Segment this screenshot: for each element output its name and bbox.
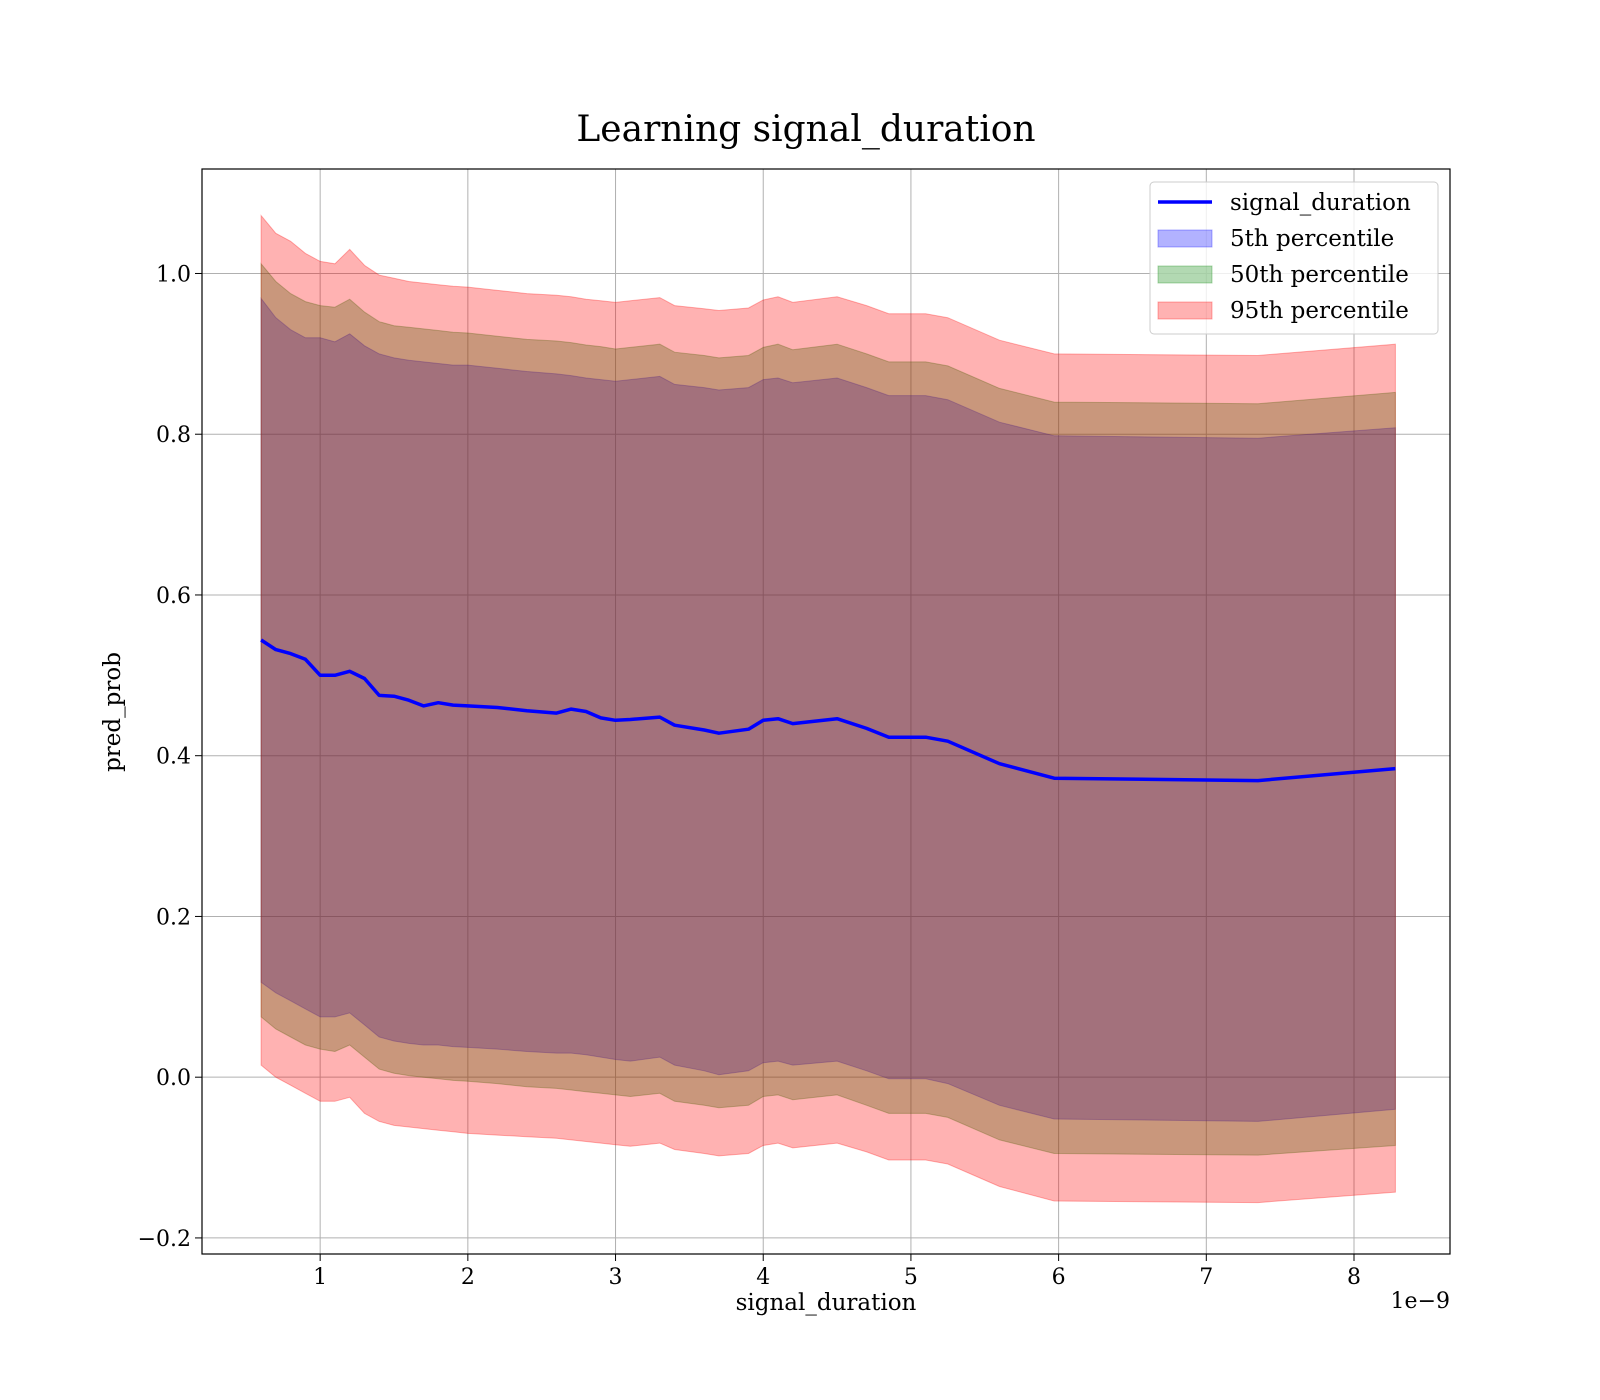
- plot-area: [202, 169, 1450, 1254]
- y-tick-label: 0.6: [156, 584, 191, 609]
- percentile-bands: [260, 214, 1396, 1204]
- legend-swatch-band: [1157, 229, 1213, 248]
- legend-label: signal_duration: [1230, 190, 1411, 216]
- y-tick-label: 0.2: [156, 905, 191, 930]
- x-tick-label: 7: [1199, 1265, 1213, 1290]
- chart-title: Learning signal_duration: [576, 109, 1035, 150]
- x-tick-label: 6: [1052, 1265, 1066, 1290]
- legend: signal_duration 5th percentile 50th percen…: [1149, 181, 1439, 335]
- y-tick-label: 0.8: [156, 423, 191, 448]
- x-tick-label: 3: [609, 1265, 623, 1290]
- x-tick-label: 4: [756, 1265, 770, 1290]
- legend-label: 50th percentile: [1230, 262, 1409, 288]
- x-tick-label: 8: [1347, 1265, 1361, 1290]
- x-tick-label: 2: [461, 1265, 475, 1290]
- line-signal-duration: [260, 638, 1396, 783]
- legend-label: 5th percentile: [1230, 226, 1394, 252]
- series-lines: [260, 638, 1396, 783]
- band-95th-percentile: [260, 214, 1396, 1204]
- plot-frame: [201, 168, 1451, 1255]
- legend-frame: [1149, 181, 1439, 335]
- x-axis-offset-text: 1e−9: [1391, 1289, 1450, 1314]
- legend-label: 95th percentile: [1230, 298, 1409, 324]
- y-tick-label: 0.0: [156, 1066, 191, 1091]
- x-tick-label: 1: [313, 1265, 327, 1290]
- y-tick-label: −0.2: [138, 1227, 191, 1252]
- y-axis-ticks: −0.2 0.0 0.2 0.4 0.6 0.8 1.0: [138, 262, 202, 1252]
- band-50th-percentile: [260, 262, 1396, 1156]
- y-axis-label: pred_prob: [100, 652, 126, 772]
- y-tick-label: 1.0: [156, 262, 191, 287]
- x-axis-ticks: 1 2 3 4 5 6 7 8: [313, 1254, 1361, 1290]
- x-tick-label: 5: [904, 1265, 918, 1290]
- y-tick-label: 0.4: [156, 745, 191, 770]
- legend-swatch-band: [1157, 301, 1213, 320]
- grid: [202, 169, 1450, 1254]
- x-axis-label: signal_duration: [736, 1290, 917, 1316]
- band-5th-percentile: [260, 296, 1396, 1122]
- legend-swatch-band: [1157, 265, 1213, 284]
